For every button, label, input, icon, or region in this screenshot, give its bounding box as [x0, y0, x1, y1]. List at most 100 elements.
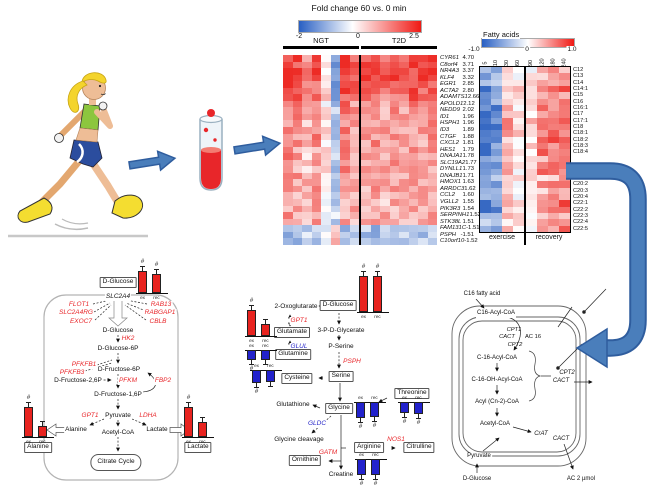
fatty-group-divider: [524, 67, 526, 245]
heatmap-cell: [491, 98, 502, 106]
node-glycerate: 3-P-D-Glycerate: [316, 327, 366, 336]
node-creatine: Creatine: [327, 471, 355, 480]
error-bar-cap: [40, 421, 45, 422]
gene-row: FAM131C -1.51: [440, 225, 480, 232]
heatmap-cell: [292, 218, 302, 226]
error-bar: [251, 360, 252, 364]
heatmap-cell: [491, 206, 502, 213]
heatmap-cell: [526, 73, 537, 80]
heatmap-cell: [302, 61, 312, 69]
heatmap-cell: [380, 153, 390, 160]
node-pyruvate-mito: Pyruvate: [466, 453, 492, 461]
heatmap-cell: [349, 238, 359, 245]
label-exercise: exercise: [487, 234, 517, 243]
heatmap-cell: [526, 117, 537, 125]
fatty-row-label: C18:3: [573, 143, 588, 150]
heatmap-cell: [349, 100, 359, 108]
heatmap-cell: [559, 98, 570, 106]
node-ac2: AC 2 µmol: [565, 476, 597, 484]
heatmap-cell: [330, 61, 340, 69]
heatmap-cell: [292, 166, 302, 173]
heatmap-cell: [480, 92, 491, 99]
significance-hash: #: [26, 395, 31, 401]
chart-baseline: [136, 293, 168, 294]
heatmap-cell: [399, 55, 409, 62]
gene-label-column: CYR61 4.70 C8orf4 3.71 NR4A3 3.37 KLF4 3.32 EGR1…: [440, 55, 481, 245]
heatmap-cell: [292, 192, 302, 200]
heatmap-cell: [513, 174, 524, 182]
heatmap-cell: [349, 133, 359, 141]
heatmap-cell: [513, 162, 524, 169]
error-bar-cap: [358, 422, 363, 423]
heatmap-cell: [321, 120, 331, 128]
heatmap-cell: [389, 185, 399, 193]
heatmap-cell: [330, 113, 340, 121]
heatmap-cell: [559, 155, 570, 163]
heatmap-cell: [330, 94, 340, 101]
heatmap-cell: [311, 218, 321, 226]
heatmap-cell: [380, 81, 390, 88]
heatmap-cell: [370, 192, 380, 200]
heatmap-cell: [526, 212, 537, 220]
gene-row: ID3 1.89: [440, 127, 474, 134]
error-bar-cap: [249, 364, 254, 365]
heatmap-cell: [321, 81, 331, 88]
heatmap-cell: [513, 143, 524, 150]
heatmap-cell: [418, 225, 428, 232]
heatmap-cell: [340, 61, 350, 69]
heatmap-cell: [330, 172, 340, 180]
heatmap-cell: [491, 105, 502, 112]
heatmap-cell: [502, 105, 513, 112]
heatmap-cell: [559, 206, 570, 213]
chart-bar: [138, 271, 147, 293]
chart-bar: [184, 407, 193, 437]
node-c16-oh-acyl-coa: C-16-OH-Acyl-CoA: [470, 377, 524, 385]
node-acetyl-coa: Acetyl-CoA: [100, 429, 136, 438]
heatmap-cell: [502, 117, 513, 125]
heatmap-cell: [380, 146, 390, 154]
chart-bar: [24, 407, 33, 437]
heatmap-cell: [418, 231, 428, 239]
heatmap-cell: [283, 61, 293, 69]
heatmap-cell: [389, 192, 399, 200]
fold-tick-mid: 0: [355, 33, 361, 42]
heatmap-cell: [526, 155, 537, 163]
heatmap-cell: [330, 159, 340, 167]
heatmap-cell: [302, 107, 312, 114]
error-bar: [270, 382, 271, 386]
fatty-row-label: C20:3: [573, 187, 588, 194]
gene-row: CTGF 1.88: [440, 133, 474, 140]
heatmap-cell: [427, 153, 437, 160]
heatmap-cell: [399, 74, 409, 82]
heatmap-cell: [418, 94, 428, 101]
heatmap-cell: [361, 120, 371, 128]
heatmap-cell: [340, 166, 350, 173]
heatmap-cell: [389, 146, 399, 154]
heatmap-cell: [427, 231, 437, 239]
heatmap-cell: [480, 105, 491, 112]
heatmap-cell: [361, 127, 371, 134]
heatmap-cell: [340, 100, 350, 108]
fold-colorbar: [298, 20, 422, 33]
heatmap-cell: [491, 174, 502, 182]
fatty-row-label: C12: [573, 67, 584, 73]
heatmap-cell: [418, 238, 428, 245]
chart-bar: [247, 310, 256, 336]
node-slc2a4: SLC2A4: [104, 293, 132, 302]
heatmap-cell: [361, 179, 371, 186]
heatmap-cell: [311, 153, 321, 160]
condition-label: rec: [262, 338, 269, 343]
heatmap-cell: [380, 179, 390, 186]
condition-label: ex: [402, 395, 407, 400]
fold-tick-min: -2: [294, 33, 304, 42]
heatmap-cell: [526, 67, 537, 74]
heatmap-cell: [389, 179, 399, 186]
heatmap-cell: [283, 153, 293, 160]
heatmap-cell: [399, 238, 409, 245]
error-bar: [361, 475, 362, 479]
heatmap-cell: [491, 79, 502, 87]
heatmap-cell: [480, 136, 491, 144]
heatmap-cell: [283, 94, 293, 101]
heatmap-cell: [480, 143, 491, 150]
heatmap-cell: [283, 68, 293, 75]
